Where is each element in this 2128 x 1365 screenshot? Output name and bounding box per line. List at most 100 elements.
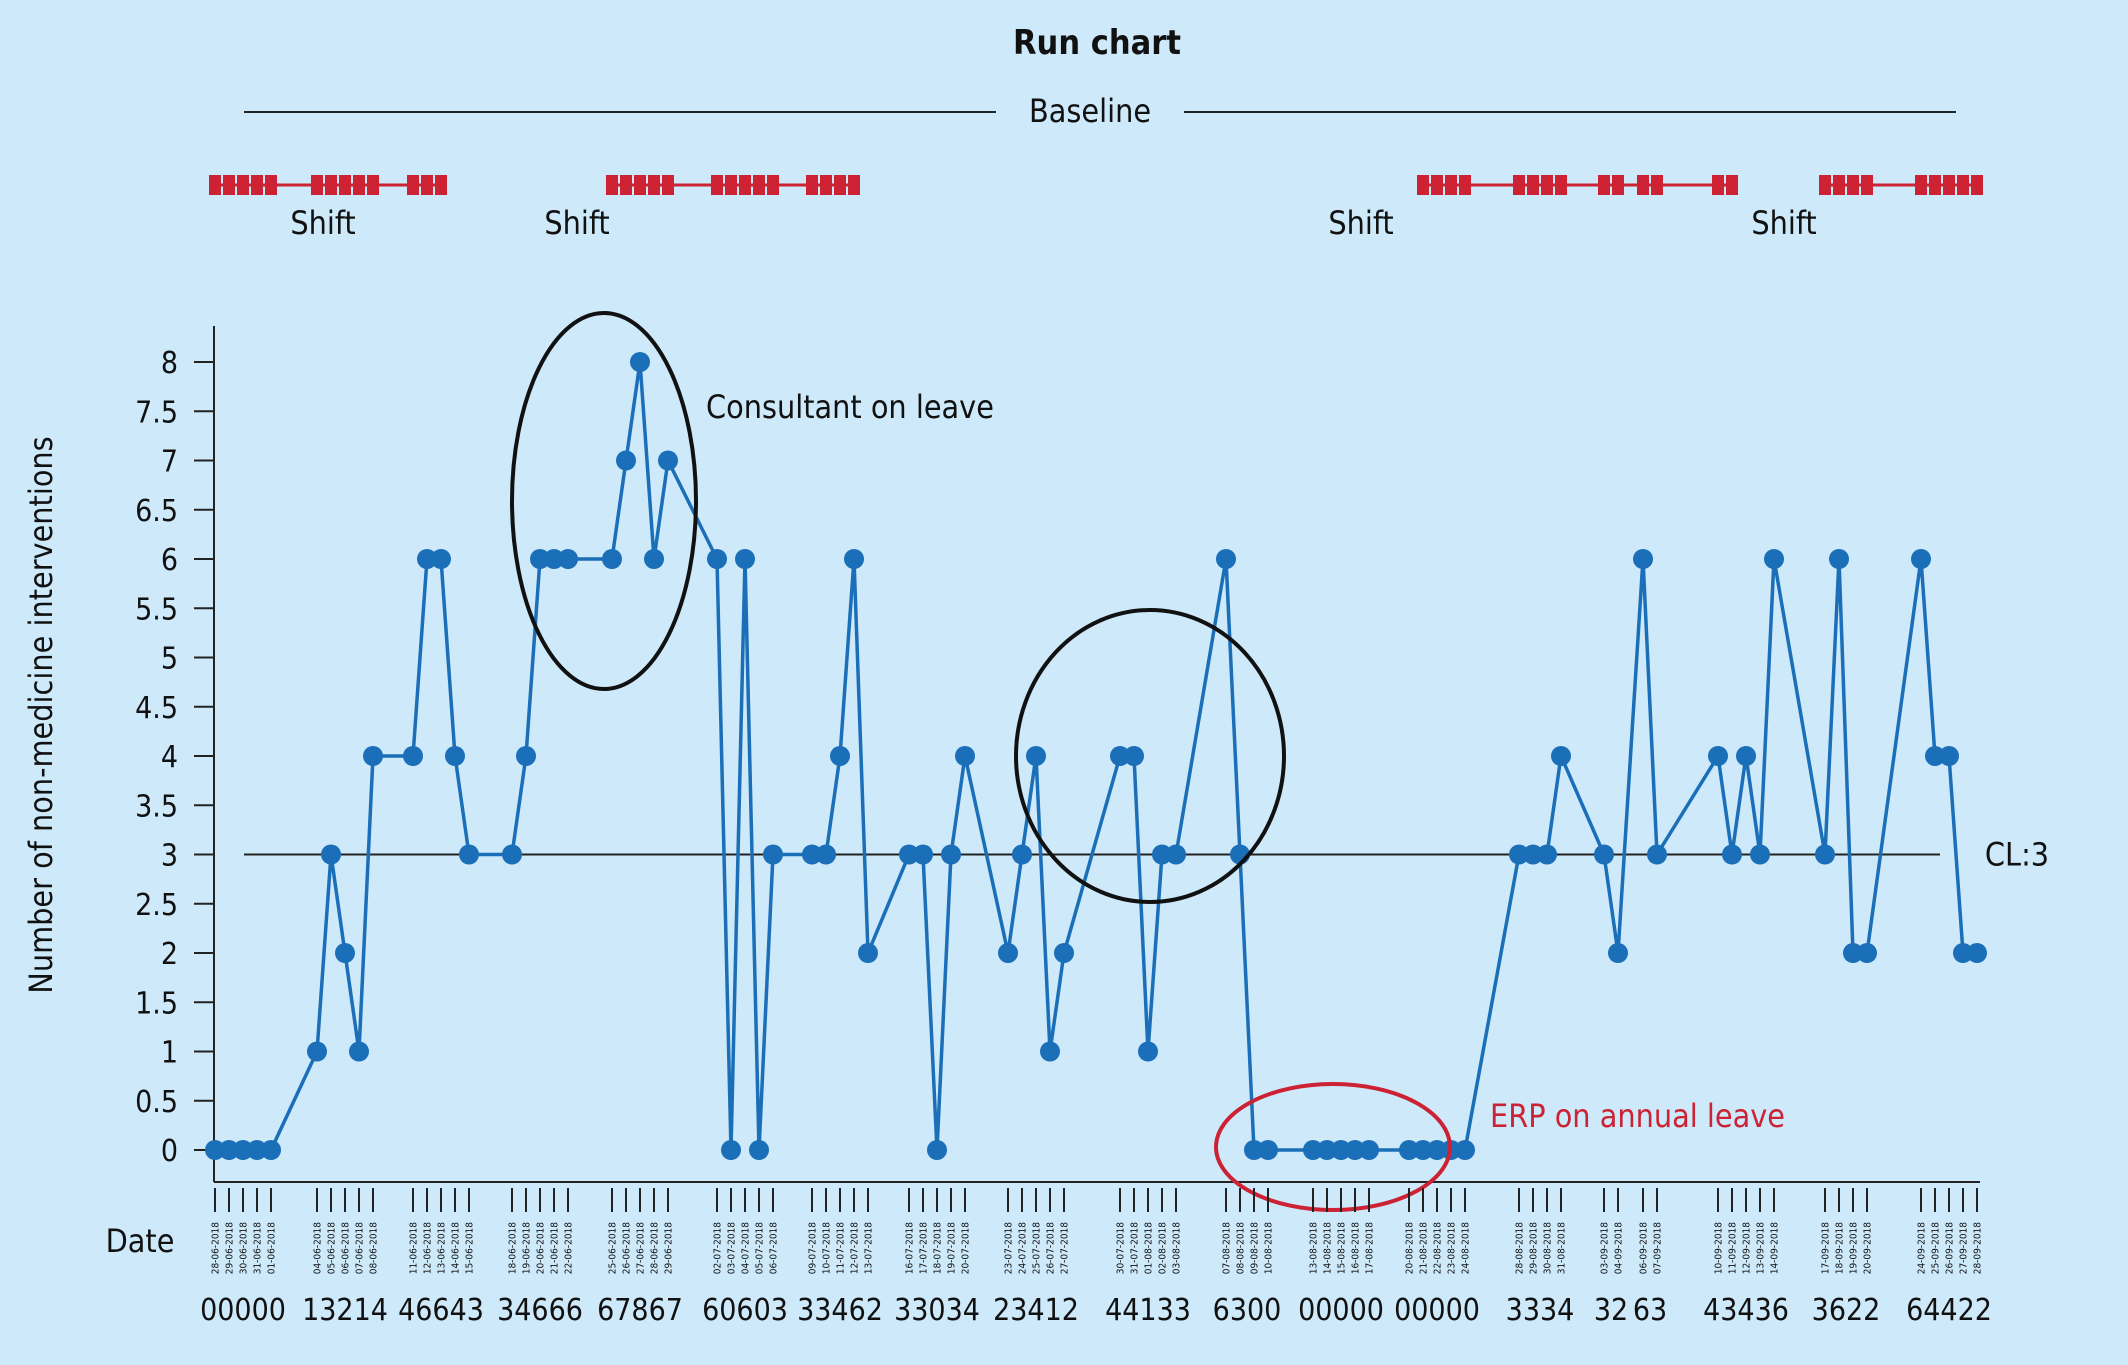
data-point	[1026, 746, 1046, 766]
y-tick-label: 7.5	[135, 395, 178, 430]
y-axis-label: Number of non-medicine interventions	[22, 436, 60, 993]
week-values-label: 44133	[1105, 1293, 1191, 1328]
week-values-label: 13214	[302, 1293, 388, 1328]
date-tick-label: 27-09-2018	[1959, 1222, 1970, 1275]
date-tick-label: 02-08-2018	[1158, 1222, 1169, 1275]
date-tick-label: 12-07-2018	[850, 1222, 861, 1275]
week-values-label: 6300	[1213, 1293, 1282, 1328]
y-tick-label: 3.5	[135, 789, 178, 824]
data-point	[1258, 1140, 1278, 1160]
shift-marker	[407, 175, 419, 195]
y-tick-label: 0	[161, 1134, 178, 1169]
shift-marker	[367, 175, 379, 195]
shift-label: Shift	[1751, 204, 1816, 242]
data-point	[1152, 844, 1172, 865]
data-point	[998, 943, 1018, 963]
date-tick-label: 03-09-2018	[1600, 1222, 1611, 1275]
mid-period-circle	[1014, 608, 1286, 904]
y-tick-label: 1.5	[135, 986, 178, 1021]
date-tick-label: 12-09-2018	[1742, 1222, 1753, 1275]
shift-marker	[1541, 175, 1553, 195]
date-tick-label: 28-06-2018	[650, 1222, 661, 1275]
shift-marker	[1555, 175, 1567, 195]
shift-marker	[325, 175, 337, 195]
shift-marker	[1943, 175, 1955, 195]
data-point	[816, 844, 836, 865]
data-point	[1166, 844, 1186, 865]
data-point	[1303, 1140, 1323, 1160]
data-point	[1427, 1140, 1447, 1160]
shift-marker	[1527, 175, 1539, 195]
date-tick-label: 19-07-2018	[947, 1222, 958, 1275]
data-point	[1413, 1140, 1433, 1160]
shift-marker	[834, 175, 846, 195]
data-point	[1925, 746, 1945, 766]
week-values-label: 33034	[894, 1293, 980, 1328]
data-point	[431, 549, 451, 569]
data-point	[1608, 943, 1628, 963]
erp-leave-annotation: ERP on annual leave	[1490, 1097, 1785, 1135]
data-point	[1953, 943, 1973, 963]
data-point	[602, 549, 622, 569]
shift-marker	[1651, 175, 1663, 195]
date-tick-label: 13-07-2018	[864, 1222, 875, 1275]
data-point	[1537, 844, 1557, 865]
x-axis-label: Date	[106, 1222, 175, 1260]
shift-marker	[711, 175, 723, 195]
y-tick-label: 4.5	[135, 691, 178, 726]
date-tick-label: 15-08-2018	[1337, 1222, 1348, 1275]
date-tick-label: 11-09-2018	[1728, 1222, 1739, 1275]
data-point	[445, 746, 465, 766]
shift-label: Shift	[290, 204, 355, 242]
shift-marker	[820, 175, 832, 195]
data-point	[1345, 1140, 1365, 1160]
date-tick-label: 30-06-2018	[239, 1222, 250, 1275]
shift-marker	[237, 175, 249, 195]
date-tick-label: 24-09-2018	[1917, 1222, 1928, 1275]
date-tick-label: 09-07-2018	[808, 1222, 819, 1275]
shift-label: Shift	[1328, 204, 1393, 242]
shift-marker	[1513, 175, 1525, 195]
data-point	[763, 844, 783, 865]
data-point	[516, 746, 536, 766]
baseline-label: Baseline	[1029, 92, 1151, 130]
data-point	[721, 1140, 741, 1160]
shift-marker	[1598, 175, 1610, 195]
date-tick-label: 26-09-2018	[1945, 1222, 1956, 1275]
date-tick-label: 13-09-2018	[1756, 1222, 1767, 1275]
date-tick-label: 14-09-2018	[1770, 1222, 1781, 1275]
data-point	[1708, 746, 1728, 766]
shift-marker	[1612, 175, 1624, 195]
date-tick-label: 02-07-2018	[713, 1222, 724, 1275]
x-axis-ticks: 28-06-2018 29-06-2018 30-06-2018 31-06-2018…	[200, 1188, 1992, 1328]
data-point	[1750, 844, 1770, 865]
date-tick-label: 01-08-2018	[1144, 1222, 1155, 1275]
data-point	[1829, 549, 1849, 569]
data-point	[205, 1140, 225, 1160]
shift-marker	[739, 175, 751, 195]
date-tick-label: 23-08-2018	[1447, 1222, 1458, 1275]
data-point	[830, 746, 850, 766]
date-tick-label: 22-08-2018	[1433, 1222, 1444, 1275]
data-point	[1523, 844, 1543, 865]
y-tick-label: 8	[161, 346, 178, 381]
date-tick-label: 16-08-2018	[1351, 1222, 1362, 1275]
shift-marker	[1847, 175, 1859, 195]
date-tick-label: 13-06-2018	[437, 1222, 448, 1275]
consultant-leave-annotation: Consultant on leave	[706, 388, 994, 426]
data-point	[558, 549, 578, 569]
data-point	[1317, 1140, 1337, 1160]
y-tick-label: 4	[161, 740, 178, 775]
data-point	[261, 1140, 281, 1160]
week-values-label: 00000	[200, 1293, 286, 1328]
y-tick-label: 6.5	[135, 494, 178, 529]
date-tick-label: 07-08-2018	[1222, 1222, 1233, 1275]
data-point	[1138, 1041, 1158, 1062]
date-tick-label: 29-06-2018	[225, 1222, 236, 1275]
date-tick-label: 20-07-2018	[961, 1222, 972, 1275]
data-point	[707, 549, 727, 569]
data-point	[349, 1041, 369, 1062]
date-tick-label: 20-08-2018	[1405, 1222, 1416, 1275]
shift-marker	[1726, 175, 1738, 195]
erp-leave-circle	[1214, 1082, 1452, 1212]
